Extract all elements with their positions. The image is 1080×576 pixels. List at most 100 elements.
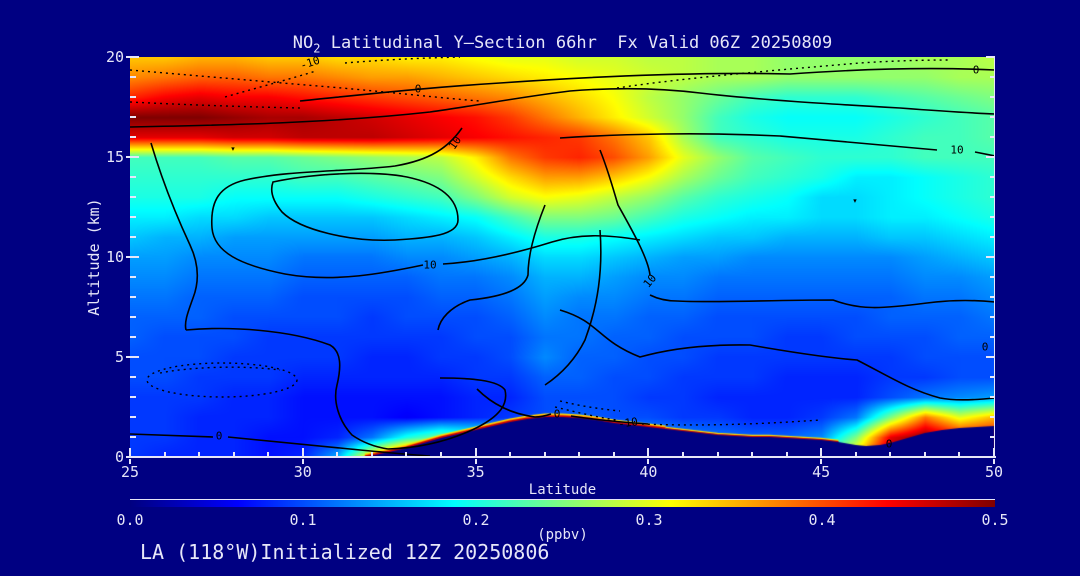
x-axis-tick	[889, 452, 892, 457]
y-tick-label: 20	[105, 48, 124, 66]
x-axis-label: Latitude	[528, 482, 597, 498]
contour-line	[270, 172, 459, 242]
init-caption: LA (118°W)Initialized 12Z 20250806	[140, 540, 550, 564]
y-axis-tick	[126, 56, 139, 58]
y-axis-tick	[130, 96, 136, 98]
x-axis-tick	[543, 452, 546, 457]
contour-label: 0	[553, 407, 561, 421]
contour-line	[387, 377, 507, 450]
y-axis-tick	[990, 396, 995, 398]
colorbar-tick-label: 0.5	[981, 511, 1009, 529]
contour-line	[130, 87, 995, 128]
x-axis-tick	[405, 452, 408, 457]
y-axis-tick	[990, 216, 995, 218]
x-axis-tick	[993, 448, 995, 457]
contour-label: 10	[950, 143, 964, 157]
contour-label: -10	[617, 415, 639, 431]
y-axis-tick	[986, 56, 995, 58]
contour-line	[224, 57, 461, 98]
x-tick-label: 35	[466, 463, 485, 481]
y-axis-tick	[130, 416, 136, 418]
contour-line	[559, 133, 995, 157]
x-axis-tick	[163, 452, 166, 457]
contour-label: 0	[981, 340, 989, 354]
y-axis-tick	[130, 136, 136, 138]
contour-line	[676, 299, 995, 309]
contour-label: 0	[972, 63, 980, 77]
contour-label: 0	[215, 429, 223, 443]
y-axis-tick	[130, 336, 136, 338]
x-axis-tick	[993, 459, 995, 464]
contour-line	[130, 69, 481, 102]
y-axis-tick	[990, 316, 995, 318]
y-axis-tick	[990, 136, 995, 138]
y-axis-tick	[130, 436, 136, 438]
y-axis-tick	[130, 296, 136, 298]
y-axis-tick	[990, 116, 995, 118]
colorbar-tick-label: 0.3	[635, 511, 663, 529]
y-axis-tick	[986, 456, 995, 458]
y-axis-tick	[990, 416, 995, 418]
y-axis-tick	[130, 116, 136, 118]
x-axis-tick	[474, 459, 477, 464]
x-axis-tick	[785, 452, 788, 457]
x-axis-tick	[820, 448, 823, 457]
y-axis-tick	[990, 436, 995, 438]
x-axis-tick	[474, 448, 477, 457]
y-axis-tick	[130, 76, 136, 78]
y-axis-tick	[990, 236, 995, 238]
x-axis-tick	[681, 452, 684, 457]
contour-line	[599, 149, 678, 302]
x-axis-tick	[958, 452, 961, 457]
y-axis-tick	[130, 216, 136, 218]
y-axis-tick	[986, 156, 995, 158]
x-axis-tick	[647, 459, 650, 464]
y-axis-tick	[990, 296, 995, 298]
x-axis-tick	[612, 452, 615, 457]
x-axis-tick	[129, 448, 131, 457]
x-axis-line	[130, 456, 996, 458]
y-axis-tick	[990, 336, 995, 338]
x-axis-tick	[509, 452, 512, 457]
contour-line	[476, 388, 649, 425]
wind-marker-icon: ▾	[230, 144, 236, 155]
contour-line	[210, 127, 641, 279]
x-axis-tick	[716, 452, 719, 457]
y-axis-tick	[130, 376, 136, 378]
contour-line	[437, 204, 546, 331]
y-axis-tick	[130, 236, 136, 238]
x-axis-tick	[854, 452, 857, 457]
contour-line-overlay	[130, 57, 995, 457]
x-axis-tick	[301, 448, 304, 457]
plot-area: -10 0 0 10 10 10 10 0 0 0 -10 0 ▾ ▾	[130, 54, 995, 458]
colorbar-units-label: (ppbv)	[537, 527, 588, 543]
y-axis-tick	[986, 356, 995, 358]
y-axis-tick	[986, 256, 995, 258]
y-axis-tick	[130, 276, 136, 278]
wind-marker-icon: ▾	[852, 196, 858, 207]
x-axis-tick	[267, 452, 270, 457]
y-axis-tick	[130, 196, 136, 198]
y-axis-tick	[126, 156, 139, 158]
y-axis-tick	[990, 76, 995, 78]
x-axis-tick	[923, 452, 926, 457]
y-tick-label: 5	[114, 348, 124, 366]
y-axis-tick	[990, 196, 995, 198]
y-axis-tick	[126, 456, 139, 458]
y-tick-label: 15	[105, 148, 124, 166]
x-axis-tick	[647, 448, 650, 457]
contour-line	[130, 101, 301, 109]
contour-label: 0	[414, 82, 422, 96]
y-axis-tick	[990, 276, 995, 278]
colorbar-tick-label: 0.4	[808, 511, 836, 529]
y-axis-tick	[126, 356, 139, 358]
chart-title: NO2 Latitudinal Y—Section 66hr Fx Valid …	[292, 33, 833, 56]
x-axis-tick	[578, 452, 581, 457]
y-axis-tick	[130, 396, 136, 398]
contour-line	[559, 400, 621, 412]
x-tick-label: 45	[812, 463, 831, 481]
x-axis-tick	[370, 452, 373, 457]
x-axis-tick	[232, 452, 235, 457]
colorbar-tick-label: 0.1	[289, 511, 317, 529]
